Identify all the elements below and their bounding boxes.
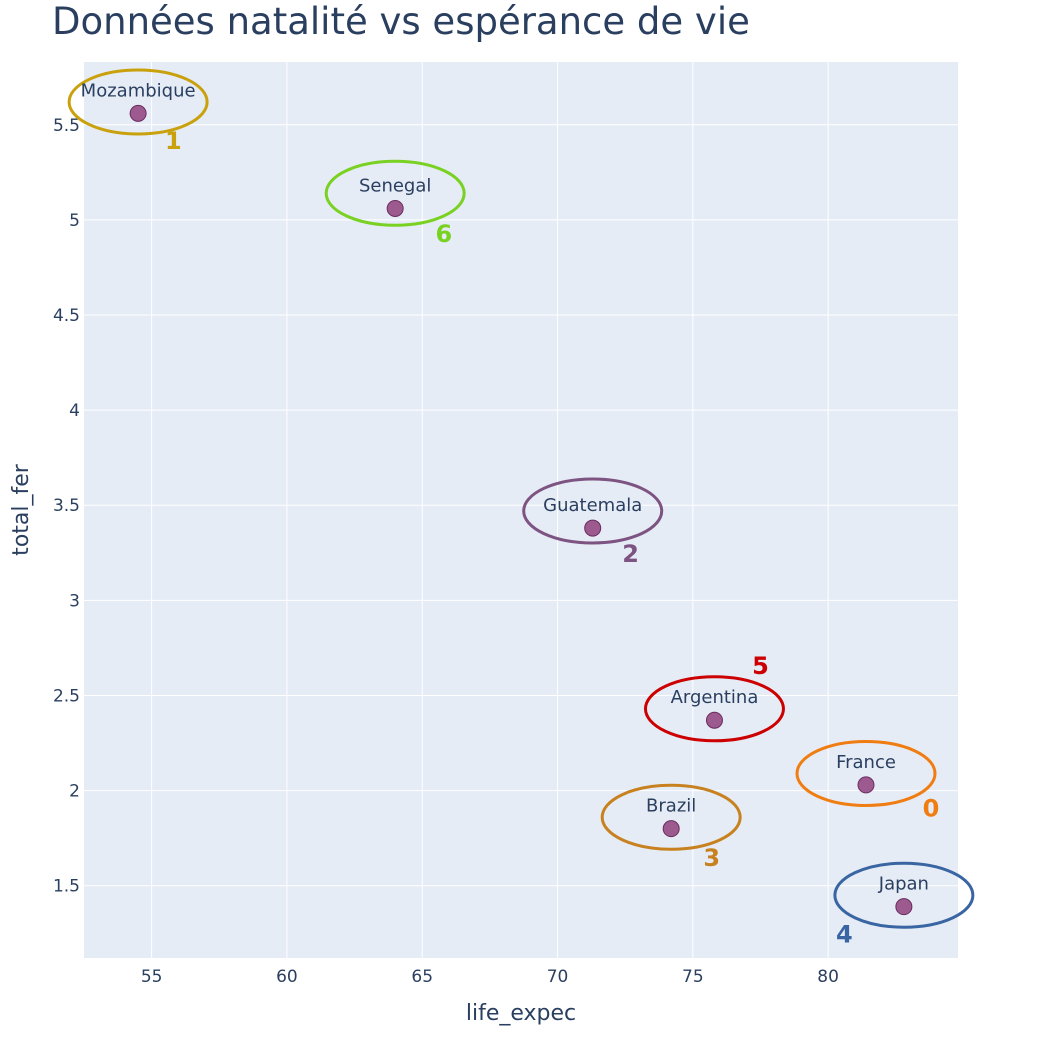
grid-lines xyxy=(84,62,958,958)
cluster-ellipse xyxy=(795,739,937,807)
data-point xyxy=(705,711,723,729)
point-label: Brazil xyxy=(646,796,696,817)
point-label: Senegal xyxy=(359,175,431,196)
point-label: Argentina xyxy=(671,687,759,708)
x-tick-label: 75 xyxy=(682,967,704,987)
data-point xyxy=(857,776,875,794)
x-axis-ticks: 55 60 65 70 75 80 xyxy=(141,967,839,987)
plot-area xyxy=(84,62,958,958)
x-tick-label: 70 xyxy=(547,967,569,987)
data-point xyxy=(662,820,680,838)
y-tick-label: 1.5 xyxy=(53,877,80,897)
cluster-ellipse xyxy=(522,477,664,545)
y-tick-label: 3.5 xyxy=(53,496,80,516)
data-point xyxy=(584,519,602,537)
data-point xyxy=(386,199,404,217)
y-tick-label: 3 xyxy=(69,591,80,611)
cluster-number: 6 xyxy=(436,220,453,248)
y-tick-label: 5 xyxy=(69,211,80,231)
y-tick-label: 2 xyxy=(69,782,80,802)
point-label: Japan xyxy=(878,874,929,895)
y-tick-label: 4.5 xyxy=(53,306,80,326)
x-tick-label: 65 xyxy=(411,967,433,987)
y-tick-label: 2.5 xyxy=(53,686,80,706)
cluster-ellipse xyxy=(67,68,209,136)
x-axis-label: life_expec xyxy=(466,1001,576,1026)
cluster-ellipse xyxy=(324,159,466,227)
cluster-number: 4 xyxy=(836,920,853,948)
cluster-number: 1 xyxy=(165,127,182,155)
point-label: Guatemala xyxy=(543,495,642,516)
x-tick-label: 80 xyxy=(817,967,839,987)
cluster-ellipse xyxy=(600,783,742,851)
x-tick-label: 60 xyxy=(276,967,298,987)
data-point xyxy=(129,104,147,122)
data-points: Mozambique Senegal Guatemala Argentina Franc… xyxy=(81,80,929,916)
y-axis-ticks: 1.5 2 2.5 3 3.5 4 4.5 5 5.5 xyxy=(53,116,80,897)
y-tick-label: 5.5 xyxy=(53,116,80,136)
y-tick-label: 4 xyxy=(69,401,80,421)
cluster-number: 3 xyxy=(703,844,720,872)
cluster-ellipse xyxy=(643,675,785,743)
point-label: France xyxy=(836,752,896,773)
cluster-number: 0 xyxy=(923,795,940,823)
chart-title: Données natalité vs espérance de vie xyxy=(52,0,750,43)
cluster-ellipse xyxy=(833,861,975,929)
data-point xyxy=(895,898,913,916)
cluster-number: 5 xyxy=(752,652,769,680)
point-label: Mozambique xyxy=(81,80,196,101)
cluster-number: 2 xyxy=(622,540,639,568)
cluster-ellipses: 0 1 2 3 4 5 6 xyxy=(67,68,975,948)
x-tick-label: 55 xyxy=(141,967,163,987)
y-axis-label: total_fer xyxy=(9,463,34,556)
